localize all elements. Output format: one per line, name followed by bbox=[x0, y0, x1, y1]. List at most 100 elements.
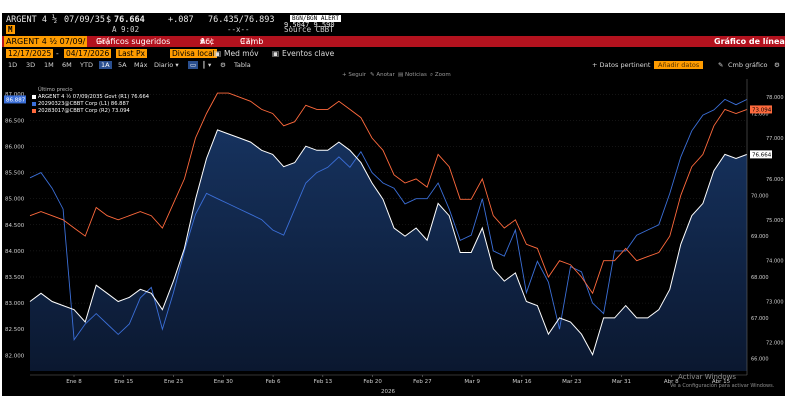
start-date-field[interactable]: 12/17/2025 bbox=[6, 49, 54, 58]
legend-swatch bbox=[32, 94, 36, 99]
quote-date: 07/09/35 bbox=[64, 15, 105, 25]
quote-sizes: 9.5047 9.590 bbox=[284, 21, 335, 29]
right-inner-axis-tick: 67.000 bbox=[751, 316, 769, 322]
tool-anotar[interactable]: ✎ Anotar bbox=[370, 72, 395, 78]
menu-acc[interactable]: 96) Acc ▾ bbox=[200, 37, 215, 46]
tabla-button[interactable]: Tabla bbox=[234, 61, 251, 69]
x-axis-tick: Mar 23 bbox=[562, 379, 582, 385]
price-chart[interactable]: 87.000 86.500 86.000 85.500 85.000 84.500 84.0… bbox=[2, 76, 785, 396]
right-outer-axis-tick: 78.000 bbox=[766, 95, 784, 101]
legend-item: 20283017@CBBT Corp (R2) 73.094 bbox=[32, 108, 130, 114]
series-line-1 bbox=[29, 129, 748, 356]
bloomberg-terminal-window: ARGENT 4 ½ 07/09/35 $ 76.664 +.087 76.43… bbox=[2, 13, 785, 396]
date-separator: - bbox=[56, 49, 59, 58]
quote-last-price: 76.664 bbox=[114, 15, 145, 25]
alert-tag[interactable]: BGN/BGN ALERT bbox=[290, 15, 341, 22]
x-axis-tick: Feb 27 bbox=[413, 379, 432, 385]
windows-watermark-title: Activar Windows bbox=[678, 373, 736, 381]
tool-seguir[interactable]: + Seguir bbox=[342, 72, 367, 78]
right-inner-axis-tick: 68.000 bbox=[751, 275, 769, 281]
period-6m[interactable]: 6M bbox=[62, 61, 72, 69]
legend-item: 20290323@CBBT Corp (L1) 86.887 bbox=[32, 101, 129, 107]
x-axis-tick: Ene 15 bbox=[114, 379, 134, 385]
quote-change: +.087 bbox=[168, 15, 194, 25]
x-axis-tick: Feb 6 bbox=[266, 379, 281, 385]
left-axis-tick: 84.000 bbox=[5, 249, 25, 255]
tool-noticias[interactable]: ▤ Noticias bbox=[398, 72, 427, 78]
bar-chart-icon[interactable]: ┃ ▾ bbox=[202, 61, 212, 69]
eventos-clave-toggle[interactable]: Eventos clave bbox=[282, 49, 335, 58]
x-axis-tick: Mar 31 bbox=[612, 379, 631, 385]
left-axis-tick: 85.000 bbox=[5, 197, 25, 203]
settings-icon[interactable]: ⚙ bbox=[220, 61, 226, 69]
add-data-input[interactable]: Añadir datos bbox=[654, 61, 704, 71]
right-inner-axis-tick: 69.000 bbox=[751, 234, 769, 240]
right-outer-axis-tick: 77.000 bbox=[766, 136, 784, 142]
right-outer-axis-tick: 74.000 bbox=[766, 259, 784, 265]
price-area-fill bbox=[30, 129, 747, 371]
checkbox-icon[interactable]: ▣ bbox=[214, 49, 222, 58]
frequency-selector[interactable]: Diario ▾ bbox=[154, 61, 179, 69]
right-inner-axis-tick: 70.000 bbox=[751, 193, 769, 199]
period-1d[interactable]: 1D bbox=[8, 61, 18, 69]
right-outer-axis-tick: 73.000 bbox=[766, 300, 784, 306]
currency-selector[interactable]: Divisa local bbox=[170, 49, 217, 58]
legend-swatch bbox=[32, 101, 36, 106]
line-chart-icon[interactable]: ▭ bbox=[188, 61, 199, 69]
legend-swatch bbox=[32, 108, 36, 113]
left-axis-tick: 82.500 bbox=[5, 327, 25, 333]
quote-sub-mid: --x-- bbox=[227, 25, 250, 34]
field-selector[interactable]: Last Px bbox=[116, 49, 147, 58]
period-5a[interactable]: 5A bbox=[118, 61, 127, 69]
med-mov-toggle[interactable]: Med móv bbox=[224, 49, 259, 58]
datos-pertinentes-button[interactable]: + Datos pertinent bbox=[592, 61, 651, 69]
left-axis-tick: 86.500 bbox=[5, 118, 25, 124]
right-outer-axis-tick: 76.000 bbox=[766, 177, 784, 183]
left-axis-tick: 83.000 bbox=[5, 301, 25, 307]
right-outer-axis-tick: 72.000 bbox=[766, 340, 784, 346]
quote-source: Source CBBT bbox=[284, 25, 334, 34]
left-axis-tick: 87.000 bbox=[5, 92, 25, 98]
x-axis-tick: Feb 13 bbox=[314, 379, 333, 385]
x-axis-tick: Mar 16 bbox=[512, 379, 532, 385]
tool-zoom[interactable]: ⌕ Zoom bbox=[430, 72, 451, 78]
terminal-logo: M bbox=[6, 25, 15, 34]
end-date-field[interactable]: 04/17/2026 bbox=[64, 49, 112, 58]
cmb-grafico-button[interactable]: Cmb gráfico bbox=[728, 61, 768, 69]
period-3d[interactable]: 3D bbox=[26, 61, 36, 69]
series-line-2 bbox=[29, 98, 748, 341]
last-value-label: 76.664 bbox=[752, 152, 772, 158]
x-axis-year: 2026 bbox=[381, 389, 395, 395]
x-axis-tick: Abr 15 bbox=[712, 379, 731, 385]
x-axis-tick: Mar 9 bbox=[464, 379, 480, 385]
last-value-label: 86.887 bbox=[6, 97, 26, 103]
last-value-box bbox=[750, 105, 772, 114]
quote-time: A 9:02 bbox=[112, 25, 140, 34]
period-1m[interactable]: 1M bbox=[44, 61, 54, 69]
checkbox-icon[interactable]: ▣ bbox=[272, 49, 280, 58]
legend-item: ARGENT 4 ½ 07/09/2035 Govt (R1) 76.664 bbox=[32, 94, 149, 100]
x-axis-tick: Ene 30 bbox=[214, 379, 234, 385]
left-axis-tick: 86.000 bbox=[5, 144, 25, 150]
right-inner-axis-tick: 66.000 bbox=[751, 357, 769, 363]
left-axis-tick: 84.500 bbox=[5, 223, 25, 229]
period-max[interactable]: Máx bbox=[134, 61, 148, 69]
chart-type-title: Gráfico de líneas bbox=[714, 37, 785, 46]
windows-watermark-sub: Ve a Configuración para activar Windows. bbox=[670, 383, 775, 389]
period-1a[interactable]: 1A bbox=[99, 61, 112, 69]
x-axis-tick: Ene 8 bbox=[66, 379, 82, 385]
x-axis-tick: Abr 8 bbox=[664, 379, 679, 385]
series-line-3 bbox=[29, 92, 748, 295]
left-axis-tick: 85.500 bbox=[5, 171, 25, 177]
quote-currency: $ bbox=[106, 15, 112, 25]
security-field[interactable]: ARGENT 4 ½ 07/09/ bbox=[4, 36, 88, 47]
gear-icon[interactable]: ⚙ bbox=[774, 61, 780, 69]
period-ytd[interactable]: YTD bbox=[80, 61, 93, 69]
last-value-label: 73.094 bbox=[752, 107, 772, 113]
function-bar: ARGENT 4 ½ 07/09/ 96) Gráficos sugeridos… bbox=[2, 36, 785, 47]
left-axis-tick: 83.500 bbox=[5, 275, 25, 281]
quote-bid-ask: 76.435/76.893 bbox=[208, 15, 275, 25]
edit-icon[interactable]: ✎ bbox=[718, 61, 724, 69]
right-inner-axis-tick: 72.000 bbox=[751, 112, 769, 118]
last-value-box bbox=[4, 95, 26, 104]
